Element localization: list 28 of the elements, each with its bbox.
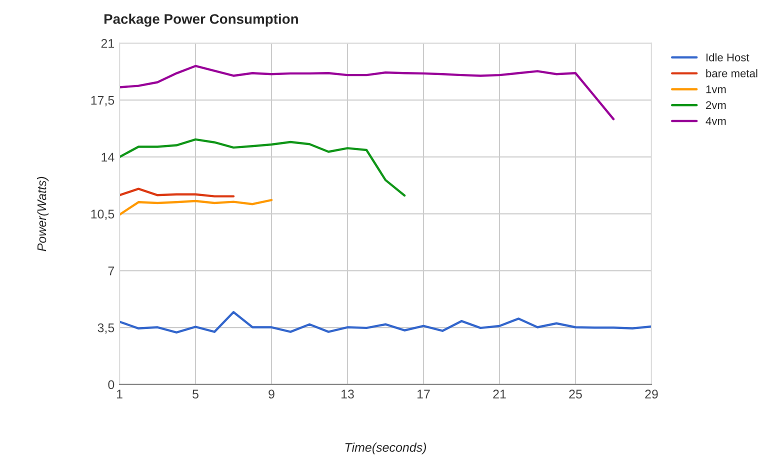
- y-tick-label: 10,5: [91, 210, 114, 220]
- line-series: [120, 138, 406, 197]
- x-tick-label: 29: [645, 390, 658, 399]
- legend-label: 4vm: [706, 117, 726, 125]
- x-tick-label: 25: [569, 390, 582, 399]
- line-series: [120, 198, 273, 216]
- legend-label: 1vm: [706, 85, 726, 94]
- x-tick-label: 1: [116, 390, 122, 398]
- x-tick-label: 9: [268, 390, 274, 399]
- chart-title: Package Power Consumption: [104, 14, 298, 27]
- y-tick-label: 14: [102, 152, 114, 162]
- line-series: [120, 64, 615, 120]
- legend-label: bare metal: [706, 69, 758, 78]
- legend-label: 2vm: [706, 101, 726, 110]
- legend-label: Idle Host: [706, 53, 750, 62]
- y-axis-title: Power(Watts): [37, 176, 49, 252]
- x-tick-label: 21: [493, 390, 506, 398]
- y-tick-label: 21: [101, 39, 114, 48]
- line-series: [120, 311, 652, 334]
- y-tick-label: 0: [108, 380, 114, 390]
- y-tick-label: 17,5: [91, 96, 114, 106]
- x-tick-label: 17: [418, 390, 430, 398]
- x-tick-label: 13: [342, 390, 354, 399]
- x-axis-title: Time(seconds): [345, 442, 426, 454]
- y-tick-label: 3,5: [98, 323, 114, 334]
- y-tick-label: 7: [108, 266, 114, 276]
- line-series: [120, 188, 235, 198]
- x-tick-label: 5: [192, 390, 198, 399]
